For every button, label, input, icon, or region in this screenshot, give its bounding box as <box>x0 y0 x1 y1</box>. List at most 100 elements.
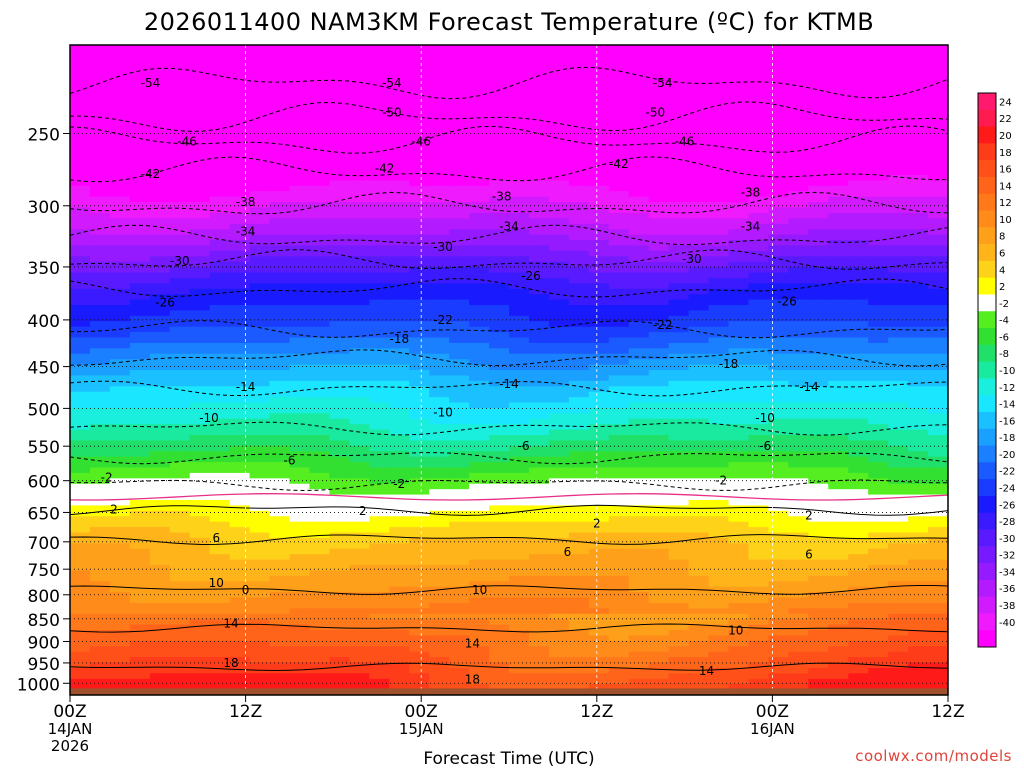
temperature-cell <box>70 212 91 219</box>
temperature-cell <box>808 684 829 691</box>
temperature-cell <box>309 494 330 501</box>
temperature-cell <box>229 651 251 658</box>
temperature-cell <box>568 402 590 409</box>
temperature-cell <box>309 472 330 479</box>
temperature-cell <box>489 158 510 165</box>
temperature-cell <box>189 483 211 490</box>
temperature-cell <box>169 229 191 236</box>
temperature-cell <box>229 684 251 691</box>
temperature-cell <box>788 667 809 674</box>
temperature-cell <box>289 407 311 414</box>
temperature-cell <box>568 288 590 295</box>
temperature-cell <box>409 104 430 111</box>
temperature-cell <box>389 45 410 52</box>
temperature-cell <box>509 532 530 539</box>
temperature-cell <box>748 635 769 642</box>
temperature-cell <box>369 175 390 182</box>
temperature-cell <box>548 212 570 219</box>
temperature-cell <box>169 559 191 566</box>
temperature-cell <box>489 348 510 355</box>
temperature-cell <box>848 613 869 620</box>
temperature-cell <box>648 570 670 577</box>
temperature-cell <box>289 191 311 198</box>
temperature-cell <box>149 451 171 458</box>
temperature-cell <box>548 277 570 284</box>
temperature-cell <box>389 467 410 474</box>
temperature-cell <box>708 196 730 203</box>
temperature-cell <box>389 483 410 490</box>
temperature-cell <box>648 537 670 544</box>
temperature-cell <box>249 364 271 371</box>
temperature-cell <box>449 110 470 117</box>
temperature-cell <box>169 597 191 604</box>
temperature-cell <box>568 294 590 301</box>
temperature-cell <box>888 397 909 404</box>
temperature-cell <box>129 288 151 295</box>
temperature-cell <box>768 169 789 176</box>
temperature-cell <box>848 489 869 496</box>
temperature-cell <box>489 662 510 669</box>
temperature-cell <box>828 500 849 507</box>
temperature-cell <box>688 559 710 566</box>
temperature-cell <box>588 72 610 79</box>
temperature-cell <box>409 267 430 274</box>
temperature-cell <box>269 191 291 198</box>
temperature-cell <box>249 548 271 555</box>
temperature-cell <box>548 337 570 344</box>
temperature-cell <box>409 310 430 317</box>
temperature-cell <box>708 175 730 182</box>
temperature-cell <box>868 651 889 658</box>
temperature-cell <box>808 261 829 268</box>
temperature-cell <box>528 440 550 447</box>
temperature-cell <box>489 635 510 642</box>
temperature-cell <box>70 50 91 57</box>
temperature-cell <box>189 250 211 257</box>
temperature-cell <box>868 635 889 642</box>
temperature-cell <box>109 261 131 268</box>
temperature-cell <box>588 332 610 339</box>
temperature-cell <box>568 337 590 344</box>
temperature-cell <box>289 667 311 674</box>
temperature-cell <box>588 678 610 685</box>
temperature-cell <box>269 500 291 507</box>
temperature-cell <box>349 240 370 247</box>
temperature-cell <box>449 467 470 474</box>
temperature-cell <box>668 407 690 414</box>
temperature-cell <box>369 250 390 257</box>
temperature-cell <box>708 77 730 84</box>
temperature-cell <box>309 207 330 214</box>
temperature-cell <box>369 380 390 387</box>
temperature-cell <box>409 169 430 176</box>
temperature-cell <box>189 207 211 214</box>
temperature-cell <box>768 407 789 414</box>
temperature-cell <box>309 602 330 609</box>
temperature-cell <box>409 158 430 165</box>
temperature-cell <box>868 462 889 469</box>
temperature-cell <box>289 305 311 312</box>
temperature-cell <box>429 565 450 572</box>
temperature-cell <box>728 50 750 57</box>
temperature-cell <box>89 191 111 198</box>
temperature-cell <box>429 104 450 111</box>
temperature-cell <box>528 283 550 290</box>
temperature-cell <box>868 489 889 496</box>
temperature-cell <box>628 407 650 414</box>
temperature-cell <box>748 142 769 149</box>
temperature-cell <box>189 267 211 274</box>
temperature-cell <box>768 147 789 154</box>
temperature-cell <box>828 126 849 133</box>
temperature-cell <box>768 66 789 73</box>
temperature-cell <box>788 684 809 691</box>
temperature-cell <box>70 77 91 84</box>
temperature-cell <box>868 175 889 182</box>
temperature-cell <box>309 218 330 225</box>
temperature-cell <box>129 321 151 328</box>
temperature-cell <box>389 619 410 626</box>
temperature-cell <box>548 581 570 588</box>
temperature-cell <box>868 581 889 588</box>
temperature-cell <box>369 55 390 62</box>
temperature-cell <box>808 489 829 496</box>
temperature-cell <box>229 131 251 138</box>
temperature-cell <box>149 218 171 225</box>
temperature-cell <box>748 353 769 360</box>
